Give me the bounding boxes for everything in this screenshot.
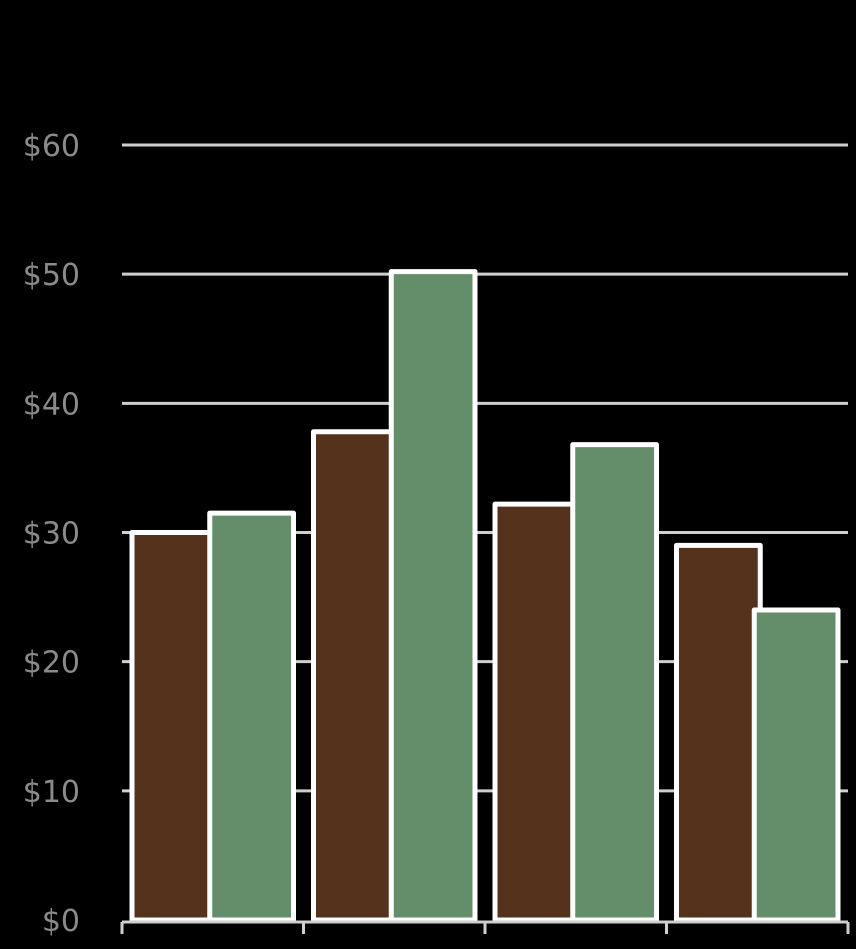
bar-series-2-category-1 xyxy=(207,510,296,923)
y-axis-tick-labels: $0 $10 $20 $30 $40 $50 $60 xyxy=(23,129,80,939)
x-axis xyxy=(120,920,850,934)
y-tick-label: $0 xyxy=(42,904,80,939)
bar-series-1-category-4 xyxy=(674,542,763,923)
bar-series-1-category-1 xyxy=(129,530,219,923)
y-tick-label: $30 xyxy=(23,517,80,552)
y-tick-label: $20 xyxy=(23,646,80,681)
bar-series-2-category-4 xyxy=(751,607,841,923)
bar-series-1-category-3 xyxy=(492,501,582,923)
y-tick-label: $40 xyxy=(23,387,80,422)
bar-series-2-category-2 xyxy=(388,269,478,923)
bars xyxy=(129,269,841,923)
y-tick-label: $10 xyxy=(23,775,80,810)
y-tick-label: $50 xyxy=(23,258,80,293)
bar-series-1-category-2 xyxy=(311,429,400,923)
y-tick-label: $60 xyxy=(23,129,80,164)
bar-series-2-category-3 xyxy=(570,442,659,923)
